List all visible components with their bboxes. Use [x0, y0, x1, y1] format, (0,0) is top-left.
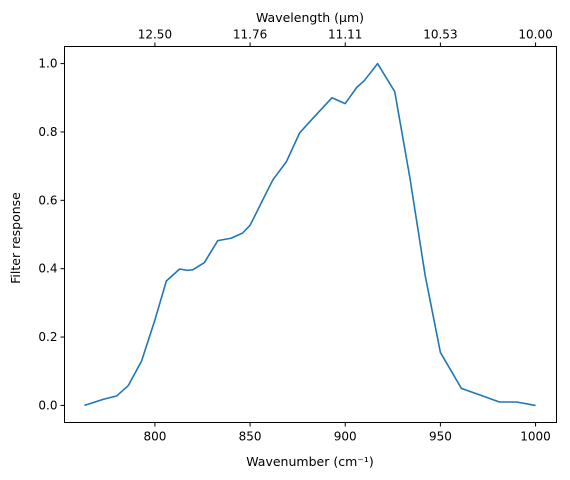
- top-axis-title: Wavelength (μm): [256, 10, 364, 25]
- top-tick-label: 10.53: [423, 28, 457, 42]
- x-tick-label: 800: [143, 430, 166, 444]
- x-tick-label: 900: [334, 430, 357, 444]
- filter-response-line: [84, 62, 536, 407]
- x-tick-label: 950: [429, 430, 452, 444]
- y-tick-label: 0.4: [38, 262, 57, 276]
- y-tick-label: 0.0: [38, 398, 57, 412]
- x-tick-label: 850: [239, 430, 262, 444]
- y-axis-title: Filter response: [8, 192, 23, 284]
- y-tick-label: 0.6: [38, 193, 57, 207]
- plot-frame: [64, 46, 557, 423]
- top-tick-label: 11.76: [233, 28, 267, 42]
- y-tick-label: 1.0: [38, 57, 57, 71]
- x-tick-label: 1000: [520, 430, 551, 444]
- y-tick-label: 0.2: [38, 330, 57, 344]
- top-tick-label: 12.50: [138, 28, 172, 42]
- y-tick-label: 0.8: [38, 125, 57, 139]
- top-tick-label: 10.00: [518, 28, 552, 42]
- x-axis-title: Wavenumber (cm⁻¹): [246, 454, 373, 469]
- top-tick-label: 11.11: [328, 28, 362, 42]
